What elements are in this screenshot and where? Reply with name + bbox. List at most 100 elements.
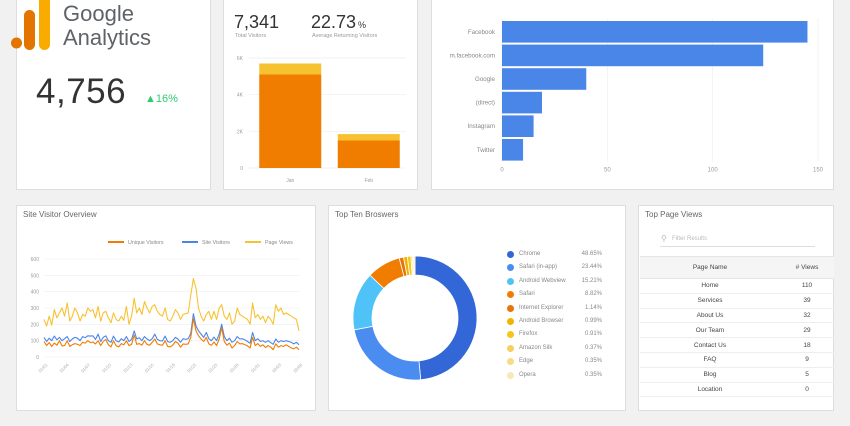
page-name-cell: About Us	[640, 308, 780, 324]
legend-dot	[507, 318, 514, 325]
browser-name: Opera	[519, 371, 536, 378]
browser-percent: 48.65%	[581, 251, 602, 257]
col-views[interactable]: # Views	[780, 256, 834, 279]
referrer-bar[interactable]	[502, 68, 587, 90]
referrer-bar[interactable]	[502, 115, 534, 137]
referrer-bar[interactable]	[502, 44, 764, 67]
x-tick-label: 01/25	[207, 362, 219, 374]
browser-name: Amazon Silk	[519, 344, 553, 351]
bar-segment[interactable]	[337, 134, 400, 141]
browser-percent: 1.14%	[584, 304, 602, 311]
legend-dot	[507, 358, 514, 366]
table-row[interactable]: Services 39	[640, 293, 834, 309]
series-line[interactable]	[43, 313, 300, 346]
referrer-label: Instagram	[467, 123, 495, 130]
legend-dot	[507, 344, 514, 352]
y-tick-label: 300	[31, 306, 40, 312]
browser-name: Internet Explorer	[519, 304, 564, 311]
page-views-cell: 32	[780, 308, 834, 324]
table-row[interactable]: Blog 5	[640, 367, 834, 383]
col-page-name[interactable]: Page Name	[640, 256, 780, 279]
x-tick-label: 50	[604, 168, 611, 174]
y-tick-label: 500	[31, 273, 40, 279]
returning-value-unit: %	[358, 20, 367, 30]
bar-segment[interactable]	[259, 63, 322, 75]
referrer-bar-chart: 0 50 100 150 Facebook m.facebook.com Google (di…	[450, 18, 824, 174]
y-tick-label: 2K	[237, 129, 244, 135]
donut-slice[interactable]	[413, 255, 416, 276]
referrer-label: m.facebook.com	[450, 52, 495, 59]
y-tick-label: 100	[31, 339, 40, 345]
referrer-bar[interactable]	[502, 91, 543, 114]
browser-percent: 0.91%	[584, 331, 602, 338]
browser-percent: 15.21%	[581, 277, 602, 284]
table-row[interactable]: Location 0	[640, 382, 834, 398]
y-tick-label: 4K	[237, 93, 244, 99]
browser-percent: 0.35%	[584, 371, 602, 378]
site-visitor-title: Site Visitor Overview	[23, 210, 97, 219]
table-row[interactable]: FAQ 9	[640, 352, 834, 368]
table-row[interactable]: About Us 32	[640, 308, 834, 324]
browser-percent: 0.35%	[584, 358, 602, 365]
x-tick-label: 01/04	[59, 362, 71, 374]
table-row[interactable]: Home 110	[640, 278, 834, 294]
legend-dot	[507, 371, 514, 379]
x-tick-label: Jan	[286, 178, 294, 184]
site-visitor-line-chart: 0 100 200 300 400 500 600 01/01 01/04 01/07 01/10 0…	[31, 240, 304, 374]
returning-value-number: 22.73	[311, 12, 357, 32]
returning-visitors-label: Average Returning Visitors	[312, 33, 378, 39]
legend-dot	[507, 264, 514, 272]
page-name-cell: Home	[640, 278, 780, 294]
bar-segment[interactable]	[337, 140, 400, 169]
series-line[interactable]	[43, 278, 300, 332]
kpi-value: 4,756	[36, 72, 127, 111]
x-tick-label: 01/31	[250, 362, 262, 374]
referrer-label: (direct)	[476, 100, 495, 107]
x-tick-label: 150	[813, 168, 824, 174]
filter-placeholder: Filter Results	[672, 236, 708, 242]
logo-bar-tall	[39, 0, 50, 50]
series-line[interactable]	[43, 318, 300, 351]
x-tick-label: 02/06	[292, 362, 304, 374]
browsers-card: Top Ten Broswers	[328, 205, 626, 411]
page-views-table: Page Name # Views Home 110 Services 39 About…	[640, 256, 834, 398]
legend-label: Site Visitors	[202, 240, 230, 246]
referrer-label: Facebook	[468, 29, 496, 36]
legend-dot	[507, 331, 514, 339]
browser-name: Safari	[519, 291, 535, 298]
donut-slice[interactable]	[414, 255, 478, 381]
browsers-title: Top Ten Broswers	[335, 210, 399, 219]
page-views-cell: 39	[780, 293, 834, 309]
logo-text-google: Google	[63, 1, 134, 26]
page-views-cell: 0	[780, 382, 834, 398]
y-tick-label: 0	[240, 166, 243, 172]
browsers-donut-chart	[352, 255, 478, 381]
table-row[interactable]: Contact Us 18	[640, 337, 834, 353]
donut-slice[interactable]	[353, 325, 422, 381]
table-row[interactable]: Our Team 29	[640, 322, 834, 339]
bar-segment[interactable]	[259, 74, 322, 169]
y-tick-label: 0	[36, 355, 39, 361]
browser-percent: 23.44%	[581, 264, 602, 271]
page-views-cell: 110	[780, 278, 834, 294]
x-tick-label: 01/28	[229, 362, 241, 374]
browser-name: Edge	[519, 358, 534, 365]
logo-dot	[11, 37, 22, 49]
logo-bar-mid	[24, 10, 35, 50]
page-views-title: Top Page Views	[645, 210, 703, 219]
referrer-label: Google	[475, 76, 496, 83]
legend-label: Unique Visitors	[128, 240, 164, 246]
referrer-bar[interactable]	[502, 21, 808, 43]
page-name-cell: Location	[640, 382, 780, 398]
x-tick-label: 01/16	[144, 362, 156, 374]
browser-name: Chrome	[519, 251, 541, 257]
legend-dot	[507, 291, 514, 299]
referrer-bar[interactable]	[502, 139, 524, 161]
x-tick-label: 01/01	[37, 362, 49, 374]
page-views-cell: 18	[780, 337, 834, 353]
browser-name: Safari (in-app)	[519, 264, 558, 271]
search-icon: ⚲	[661, 234, 667, 243]
filter-results-input[interactable]: ⚲ Filter Results	[660, 233, 815, 247]
x-tick-label: 01/22	[186, 362, 198, 374]
google-analytics-logo: Google Analytics	[11, 0, 151, 50]
